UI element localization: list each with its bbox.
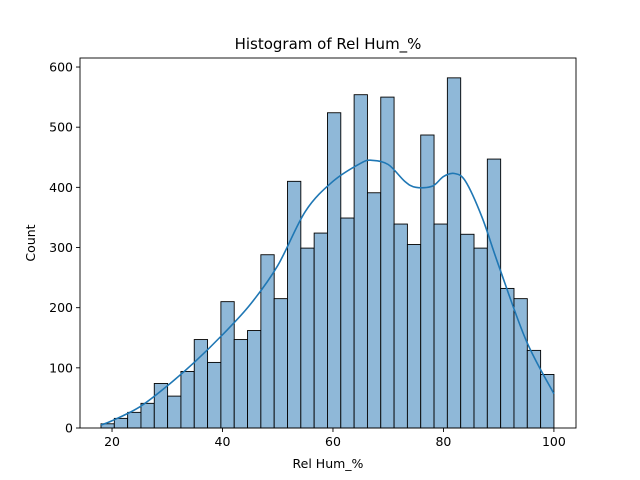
y-tick-label: 600 (49, 60, 73, 75)
histogram-bar (340, 217, 355, 429)
histogram-bar (180, 370, 195, 429)
y-tick-label: 400 (49, 180, 73, 195)
x-tick-label: 40 (215, 434, 231, 449)
y-tick-label: 0 (65, 421, 73, 436)
y-axis-label: Count (23, 224, 38, 261)
histogram-bar (247, 330, 262, 429)
histogram-bar (380, 96, 395, 429)
y-tick-label: 300 (49, 240, 73, 255)
bars-layer (100, 77, 555, 429)
histogram-bar (526, 349, 542, 429)
x-tick-label: 80 (435, 434, 451, 449)
histogram-bar (433, 223, 448, 429)
x-tick-label: 100 (542, 434, 566, 449)
histogram-bar (473, 247, 488, 429)
x-tick-label: 20 (104, 434, 120, 449)
chart-title: Histogram of Rel Hum_% (235, 35, 422, 54)
x-axis: 20 40 60 80 100 (104, 428, 566, 449)
plot-frame (79, 57, 577, 429)
histogram-bar (167, 395, 182, 429)
histogram-bar (353, 94, 368, 429)
histogram-bar (327, 112, 342, 429)
histogram-bar (113, 417, 129, 429)
histogram-bar (406, 244, 422, 429)
x-axis-label: Rel Hum_% (293, 456, 364, 471)
histogram-bar (233, 339, 248, 429)
histogram-bar (300, 247, 315, 429)
histogram-bar (313, 232, 328, 429)
histogram-bar (460, 233, 475, 429)
histogram-bar (127, 411, 142, 429)
histogram-bar (220, 301, 235, 429)
y-tick-label: 100 (49, 360, 73, 375)
histogram-bar (140, 402, 155, 429)
histogram-bar (500, 287, 515, 429)
kde-curve (100, 159, 555, 426)
y-axis: 0 100 200 300 400 500 600 (49, 60, 80, 436)
histogram-bar (393, 223, 408, 429)
histogram-bar (486, 158, 502, 429)
y-tick-label: 200 (49, 300, 73, 315)
histogram-bar (446, 77, 462, 429)
y-tick-label: 500 (49, 120, 73, 135)
histogram-bar (273, 298, 288, 429)
x-tick-label: 60 (325, 434, 341, 449)
histogram-bar (420, 134, 435, 429)
histogram-bar (513, 298, 528, 429)
histogram-bar (193, 339, 209, 429)
histogram-bar (287, 180, 302, 429)
histogram-bar (207, 361, 222, 429)
histogram-bar (366, 192, 382, 429)
kde-layer (100, 159, 555, 426)
